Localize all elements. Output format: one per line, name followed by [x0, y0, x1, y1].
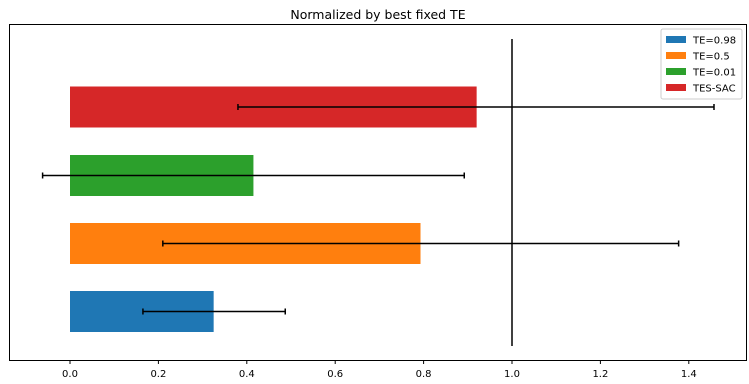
axes-frame — [9, 24, 747, 361]
legend-swatch — [666, 68, 686, 75]
chart-title: Normalized by best fixed TE — [290, 7, 465, 22]
legend-swatch — [666, 84, 686, 91]
legend-label: TES-SAC — [692, 84, 736, 95]
legend-swatch — [666, 36, 686, 43]
x-tick-label: 0.8 — [416, 369, 432, 380]
x-tick-label: 0.4 — [239, 369, 255, 380]
legend-label: TE=0.01 — [692, 68, 736, 79]
x-tick-label: 0.6 — [327, 369, 343, 380]
legend: TE=0.98 TE=0.5 TE=0.01 TES-SAC — [660, 28, 743, 100]
x-tick-label: 1.2 — [592, 369, 608, 380]
legend-box — [660, 28, 743, 100]
bars-layer — [70, 86, 477, 332]
x-tick-label: 1.4 — [681, 369, 697, 380]
x-axis: 0.0 0.2 0.4 0.6 0.8 1.0 1.2 1.4 — [62, 360, 697, 380]
legend-label: TE=0.98 — [692, 36, 736, 47]
legend-label: TE=0.5 — [692, 52, 730, 63]
x-tick-label: 1.0 — [504, 369, 520, 380]
legend-swatch — [666, 52, 686, 59]
error-bars-layer — [41, 104, 715, 315]
x-tick-label: 0.0 — [62, 369, 78, 380]
x-tick-label: 0.2 — [150, 369, 166, 380]
